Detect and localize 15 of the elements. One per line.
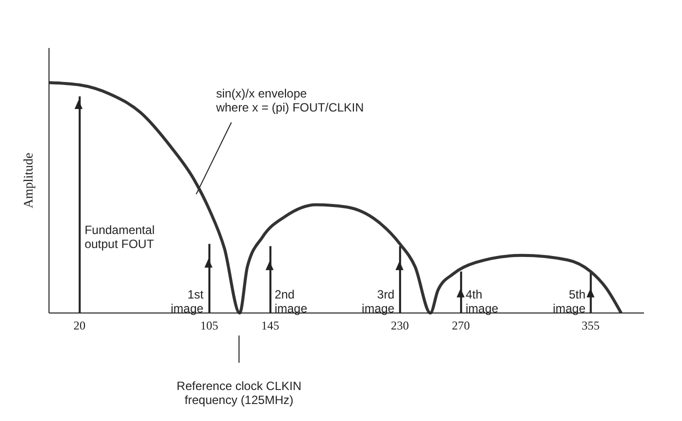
- annotation: 1st image: [170, 287, 204, 316]
- annotation: 5th image: [552, 287, 586, 316]
- x-tick-label: 20: [74, 318, 86, 333]
- x-tick-label: 270: [452, 318, 470, 333]
- x-tick-label: 145: [261, 318, 280, 333]
- x-tick-label: 230: [390, 318, 409, 333]
- text: Reference clock CLKIN frequency (125MHz): [176, 379, 302, 407]
- annotation: Fundamental output FOUT: [84, 222, 155, 251]
- x-tick-label: 105: [200, 318, 218, 333]
- annotation: 4th image: [466, 287, 499, 316]
- annotation: 3rd image: [362, 287, 395, 316]
- annotation: 2nd image: [274, 287, 308, 316]
- y-axis-title: Amplitude: [20, 152, 36, 208]
- annotation: sin(x)/x envelope where x = (pi) FOUT/CLKIN: [215, 86, 364, 115]
- x-tick-label: 355: [582, 318, 600, 333]
